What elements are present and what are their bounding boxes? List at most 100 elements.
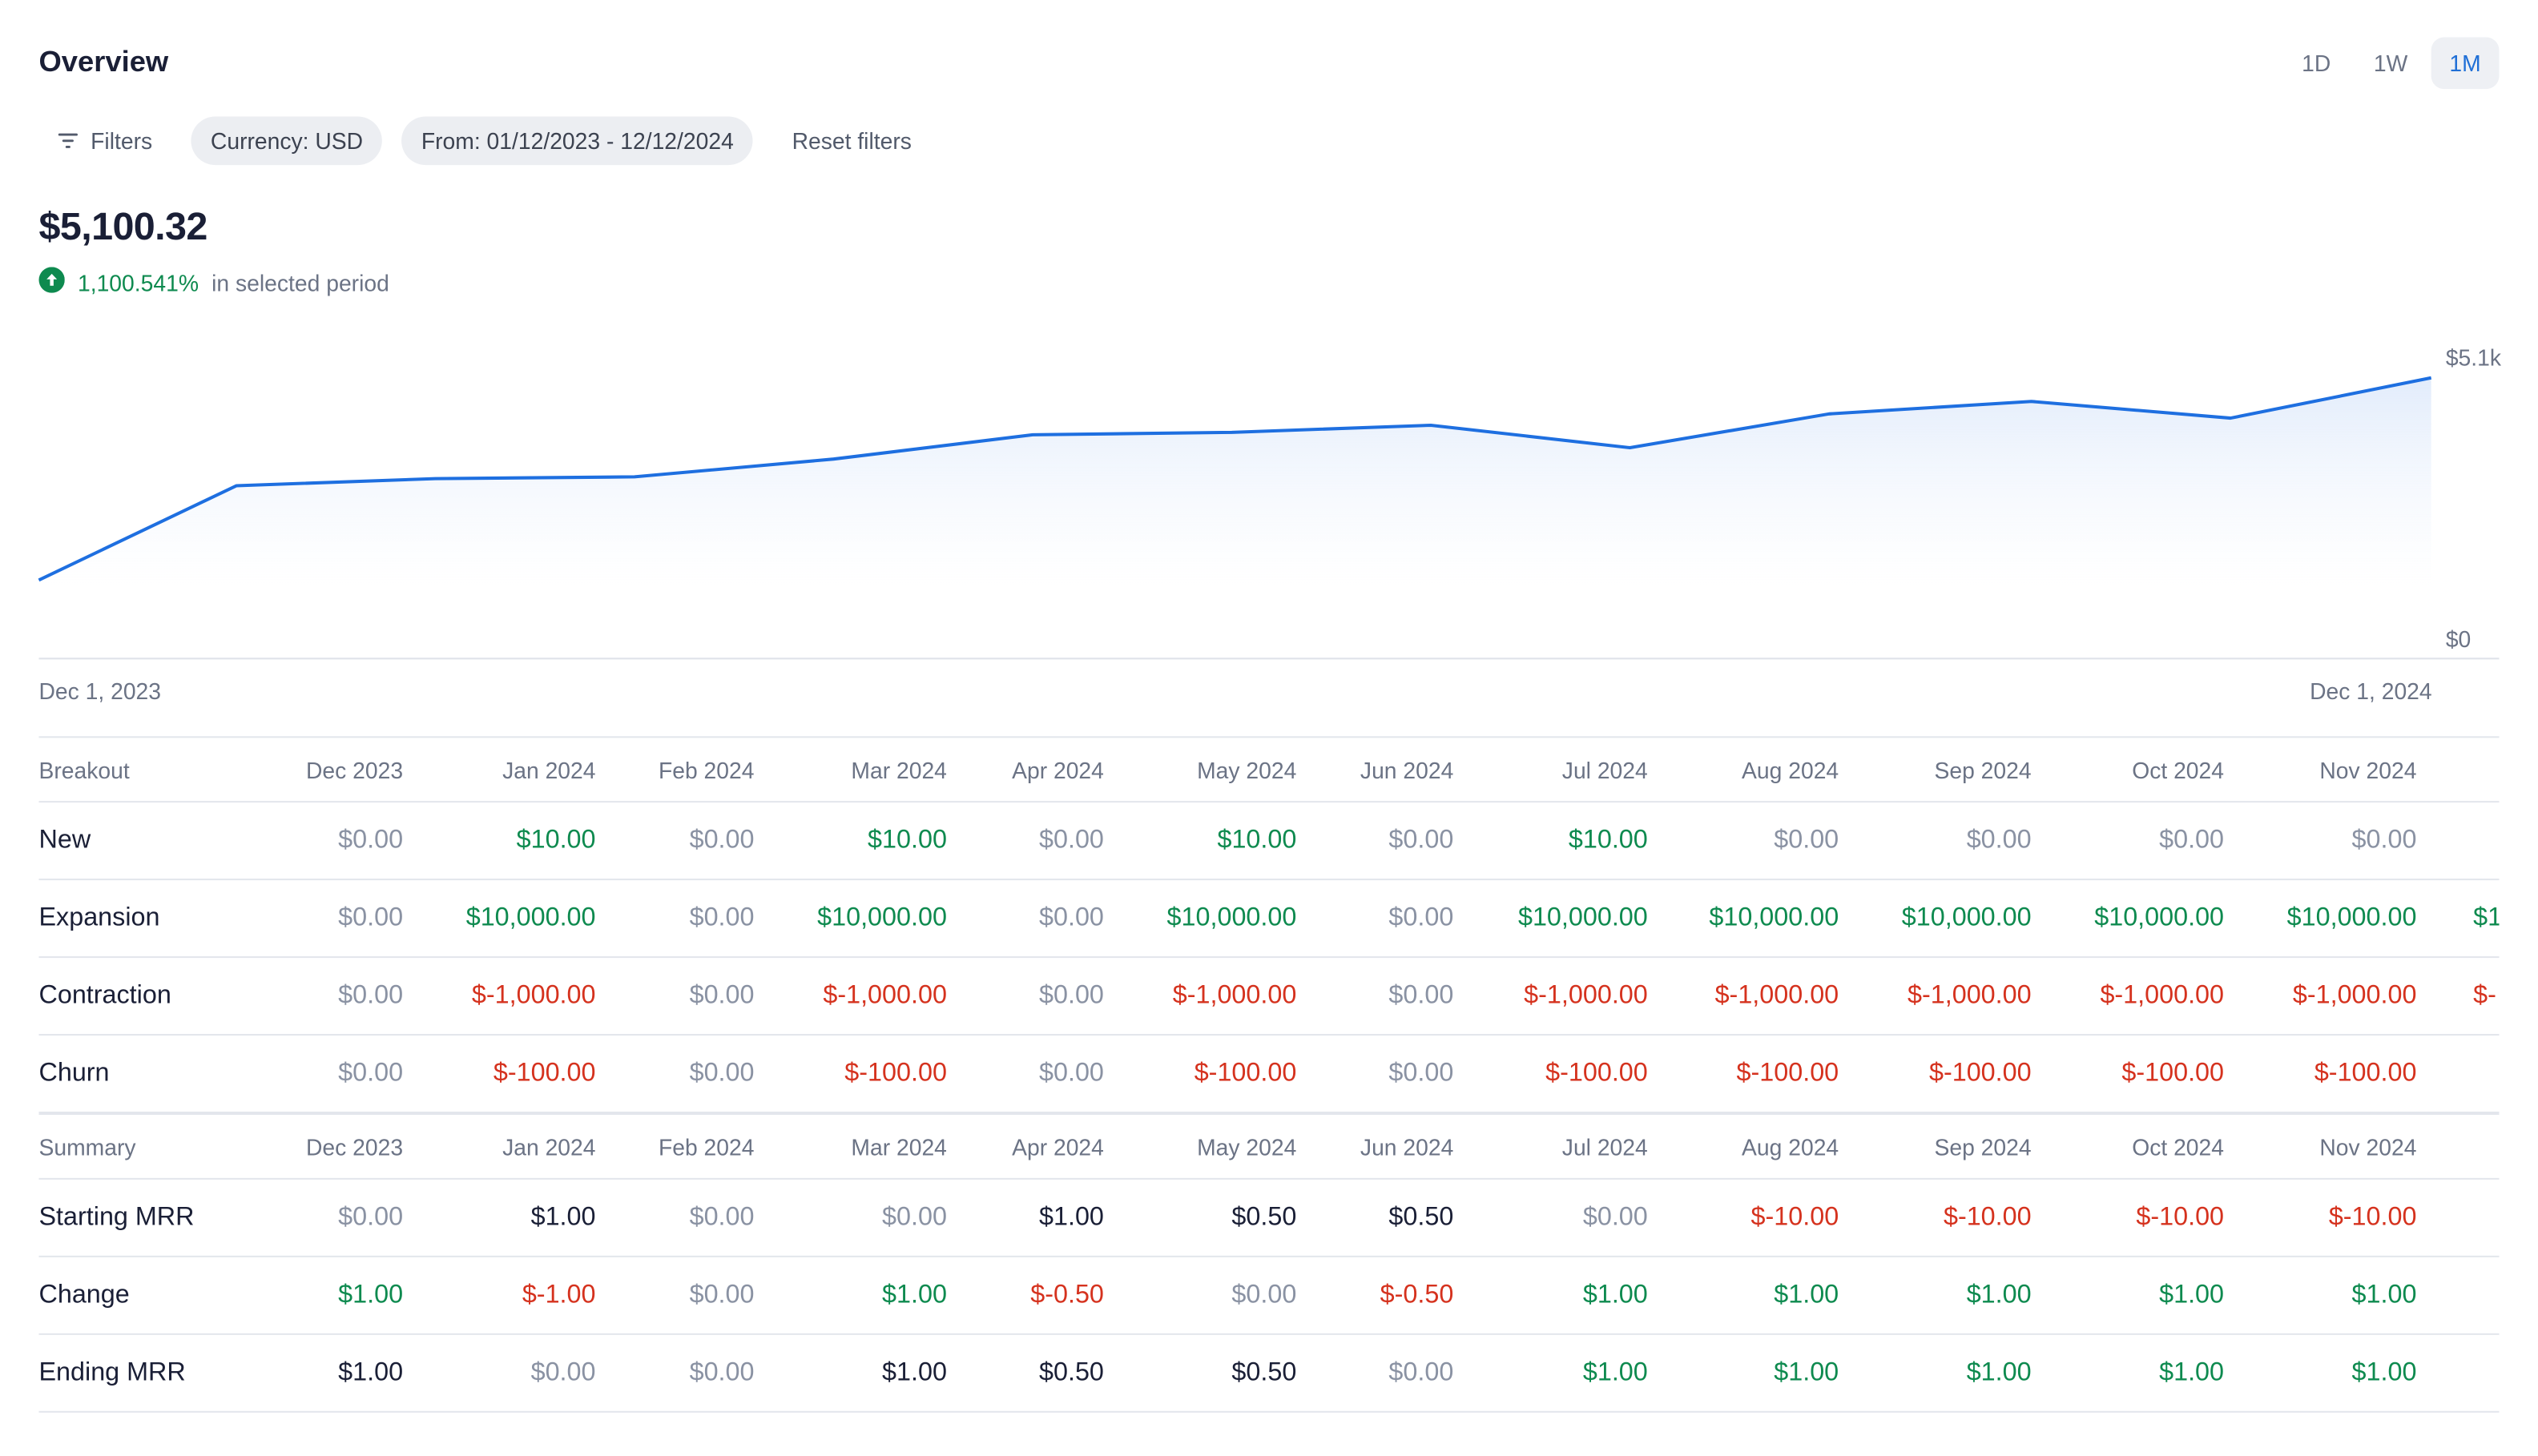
column-header: Aug 2024 (1661, 738, 1839, 801)
summary-row-label: Starting MRR (38, 1180, 194, 1256)
table-cell: $0.00 (1661, 802, 1839, 879)
table-cell: $-100.00 (1853, 1036, 2031, 1112)
table-cell: $-10.00 (2046, 1180, 2224, 1256)
column-header: Dec 2023 (241, 738, 403, 801)
column-header: Jun 2024 (1307, 738, 1453, 801)
table-row: Change$1.00$-1.00$0.00$1.00$-0.50$0.00$-… (38, 1257, 2499, 1335)
column-header: May 2024 (1118, 1115, 1296, 1178)
table-cell: $-100.00 (1118, 1036, 1296, 1112)
table-cell: $1.00 (1853, 1257, 2031, 1333)
column-header: Apr 2024 (958, 738, 1104, 801)
column-header: Jul 2024 (1470, 1115, 1648, 1178)
table-cell: $10,000.00 (1470, 880, 1648, 956)
x-tick-start: Dec 1, 2023 (38, 678, 161, 704)
table-cell: $10.00 (417, 802, 595, 879)
column-header: Oct 2024 (2046, 738, 2224, 801)
table-cell-overflow: $- (2473, 958, 2499, 1034)
table-cell: $-100.00 (1470, 1036, 1648, 1112)
table-cell: $-100.00 (1661, 1036, 1839, 1112)
table-cell: $0.00 (241, 802, 403, 879)
table-cell: $0.00 (241, 1180, 403, 1256)
table-cell: $0.00 (1118, 1257, 1296, 1333)
table-cell: $0.00 (1307, 958, 1453, 1034)
breakout-row-label: Expansion (38, 880, 159, 956)
table-row: New$0.00$10.00$0.00$10.00$0.00$10.00$0.0… (38, 802, 2499, 880)
table-cell: $10,000.00 (769, 880, 947, 956)
column-header: Mar 2024 (769, 1115, 947, 1178)
table-cell: $-1,000.00 (417, 958, 595, 1034)
table-cell: $-10.00 (2238, 1180, 2416, 1256)
table-cell: $0.00 (609, 880, 755, 956)
table-cell: $10,000.00 (1661, 880, 1839, 956)
table-cell: $10,000.00 (2238, 880, 2416, 956)
table-cell: $1.00 (769, 1335, 947, 1411)
table-cell: $0.00 (958, 880, 1104, 956)
table-cell: $0.00 (1307, 880, 1453, 956)
table-cell: $0.00 (609, 802, 755, 879)
table-cell: $-100.00 (2046, 1036, 2224, 1112)
table-cell: $10,000.00 (1118, 880, 1296, 956)
breakout-row-label: Contraction (38, 958, 171, 1034)
column-header: Feb 2024 (609, 1115, 755, 1178)
column-header: Aug 2024 (1661, 1115, 1839, 1178)
table-cell: $-1,000.00 (2046, 958, 2224, 1034)
table-cell: $10,000.00 (2046, 880, 2224, 956)
table-cell: $1.00 (2238, 1335, 2416, 1411)
table-cell: $-1,000.00 (1470, 958, 1648, 1034)
table-cell: $10.00 (1470, 802, 1648, 879)
table-cell: $0.00 (241, 1036, 403, 1112)
table-row: Churn$0.00$-100.00$0.00$-100.00$0.00$-10… (38, 1036, 2499, 1113)
table-cell: $0.00 (609, 1335, 755, 1411)
table-cell: $1.00 (1470, 1335, 1648, 1411)
table-cell: $-100.00 (769, 1036, 947, 1112)
table-cell: $1.00 (958, 1180, 1104, 1256)
column-header: May 2024 (1118, 738, 1296, 801)
table-cell: $1.00 (1853, 1335, 2031, 1411)
column-header: Jan 2024 (417, 1115, 595, 1178)
table-cell: $-100.00 (417, 1036, 595, 1112)
table-cell: $0.00 (958, 802, 1104, 879)
table-cell: $0.00 (609, 1036, 755, 1112)
table-cell: $0.00 (417, 1335, 595, 1411)
table-cell: $0.00 (2046, 802, 2224, 879)
breakout-header-row-title: Breakout (38, 738, 129, 801)
table-cell: $-1,000.00 (769, 958, 947, 1034)
table-cell: $0.00 (241, 958, 403, 1034)
table-cell: $1.00 (2238, 1257, 2416, 1333)
table-row: Starting MRR$0.00$1.00$0.00$0.00$1.00$0.… (38, 1180, 2499, 1257)
table-cell: $1.00 (241, 1257, 403, 1333)
table-cell: $0.00 (769, 1180, 947, 1256)
table-cell: $-1,000.00 (2238, 958, 2416, 1034)
column-header: Mar 2024 (769, 738, 947, 801)
table-cell: $1.00 (1661, 1335, 1839, 1411)
table-cell-overflow: $1 (2473, 880, 2499, 956)
column-header: Jul 2024 (1470, 738, 1648, 801)
table-cell: $10,000.00 (417, 880, 595, 956)
column-header: Jun 2024 (1307, 1115, 1453, 1178)
table-cell: $0.00 (609, 958, 755, 1034)
summary-row-label: Change (38, 1257, 129, 1333)
table-cell: $1.00 (241, 1335, 403, 1411)
table-cell: $1.00 (1470, 1257, 1648, 1333)
column-header: Nov 2024 (2238, 738, 2416, 801)
breakout-row-label: New (38, 802, 91, 879)
mrr-area-chart (0, 0, 2538, 712)
table-cell: $0.00 (1307, 1335, 1453, 1411)
table-cell: $0.50 (1118, 1335, 1296, 1411)
column-header: Sep 2024 (1853, 1115, 2031, 1178)
table-row: Contraction$0.00$-1,000.00$0.00$-1,000.0… (38, 958, 2499, 1036)
table-cell: $0.50 (1307, 1180, 1453, 1256)
table-cell: $-0.50 (958, 1257, 1104, 1333)
table-cell: $0.00 (1470, 1180, 1648, 1256)
summary-row-label: Ending MRR (38, 1335, 185, 1411)
table-cell: $-10.00 (1661, 1180, 1839, 1256)
table-cell: $-10.00 (1853, 1180, 2031, 1256)
column-header: Feb 2024 (609, 738, 755, 801)
summary-header-row-title: Summary (38, 1115, 135, 1178)
table-cell: $-1.00 (417, 1257, 595, 1333)
table-cell: $-0.50 (1307, 1257, 1453, 1333)
